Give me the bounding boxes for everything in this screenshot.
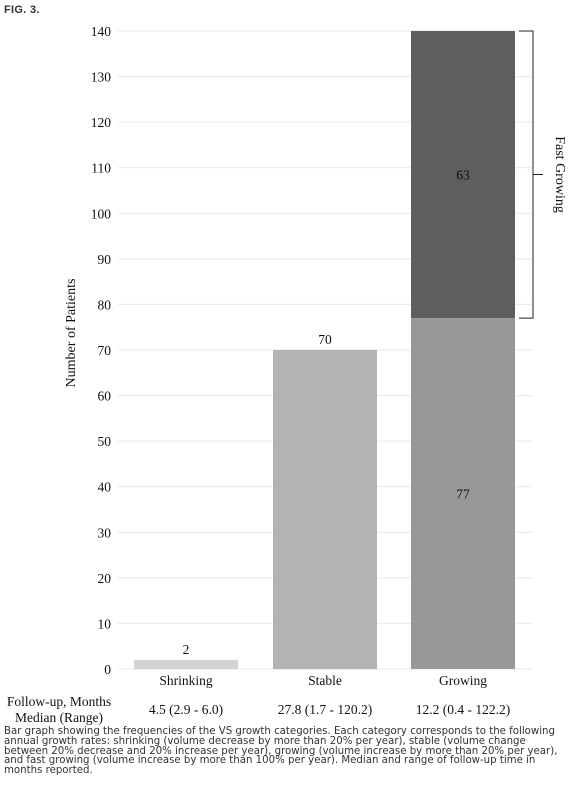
y-tick-label: 100 (91, 206, 112, 221)
followup-value: 4.5 (2.9 - 6.0) (149, 702, 223, 717)
y-axis-label: Number of Patients (64, 279, 79, 388)
x-tick-label: Shrinking (159, 673, 213, 688)
y-tick-label: 120 (91, 115, 112, 130)
y-tick-label: 70 (98, 343, 112, 358)
y-tick-label: 30 (98, 525, 112, 540)
followup-values: 4.5 (2.9 - 6.0) 27.8 (1.7 - 120.2) 12.2 (0… (149, 702, 510, 717)
x-tick-label: Growing (439, 673, 487, 688)
y-tick-label: 10 (98, 616, 112, 631)
y-tick-label: 0 (104, 662, 111, 677)
bar-value-label: 70 (318, 332, 332, 347)
bar-value-label: 77 (456, 487, 470, 502)
bracket-line (519, 30, 543, 319)
followup-value: 27.8 (1.7 - 120.2) (278, 702, 373, 717)
bars (134, 31, 515, 669)
bar-segment-stable (273, 350, 377, 669)
bar-segment-growing (411, 318, 515, 669)
fast-growing-bracket: Fast Growing (519, 30, 567, 319)
bar-value-label: 63 (456, 168, 470, 183)
figure-caption: Bar graph showing the frequencies of the… (4, 726, 558, 777)
followup-row-label-2: Median (Range) (15, 710, 103, 725)
y-axis-ticks: 0 10 20 30 40 50 60 70 80 90 100 110 120 130 140 (91, 24, 112, 677)
bar-segment-shrinking (134, 659, 238, 669)
y-tick-label: 130 (91, 70, 112, 85)
y-tick-label: 110 (91, 161, 111, 176)
bracket-label: Fast Growing (552, 136, 567, 213)
y-tick-label: 140 (91, 24, 112, 39)
bar-chart: 0 10 20 30 40 50 60 70 80 90 100 110 120 130 140 2 70 77… (7, 24, 567, 725)
bar-value-label: 2 (183, 642, 190, 657)
y-tick-label: 50 (98, 434, 112, 449)
y-tick-label: 60 (98, 389, 112, 404)
followup-row-label-1: Follow-up, Months (7, 694, 111, 709)
figure-label: FIG. 3. (4, 4, 40, 16)
y-tick-label: 90 (98, 252, 112, 267)
y-tick-label: 20 (98, 571, 112, 586)
y-tick-label: 80 (98, 297, 112, 312)
bar-segment-growing (411, 31, 515, 319)
x-axis-labels: Shrinking Stable Growing (159, 673, 487, 688)
followup-value: 12.2 (0.4 - 122.2) (416, 702, 511, 717)
y-tick-label: 40 (98, 480, 112, 495)
bar-value-labels: 2 70 77 63 (183, 168, 470, 657)
x-tick-label: Stable (308, 673, 342, 688)
